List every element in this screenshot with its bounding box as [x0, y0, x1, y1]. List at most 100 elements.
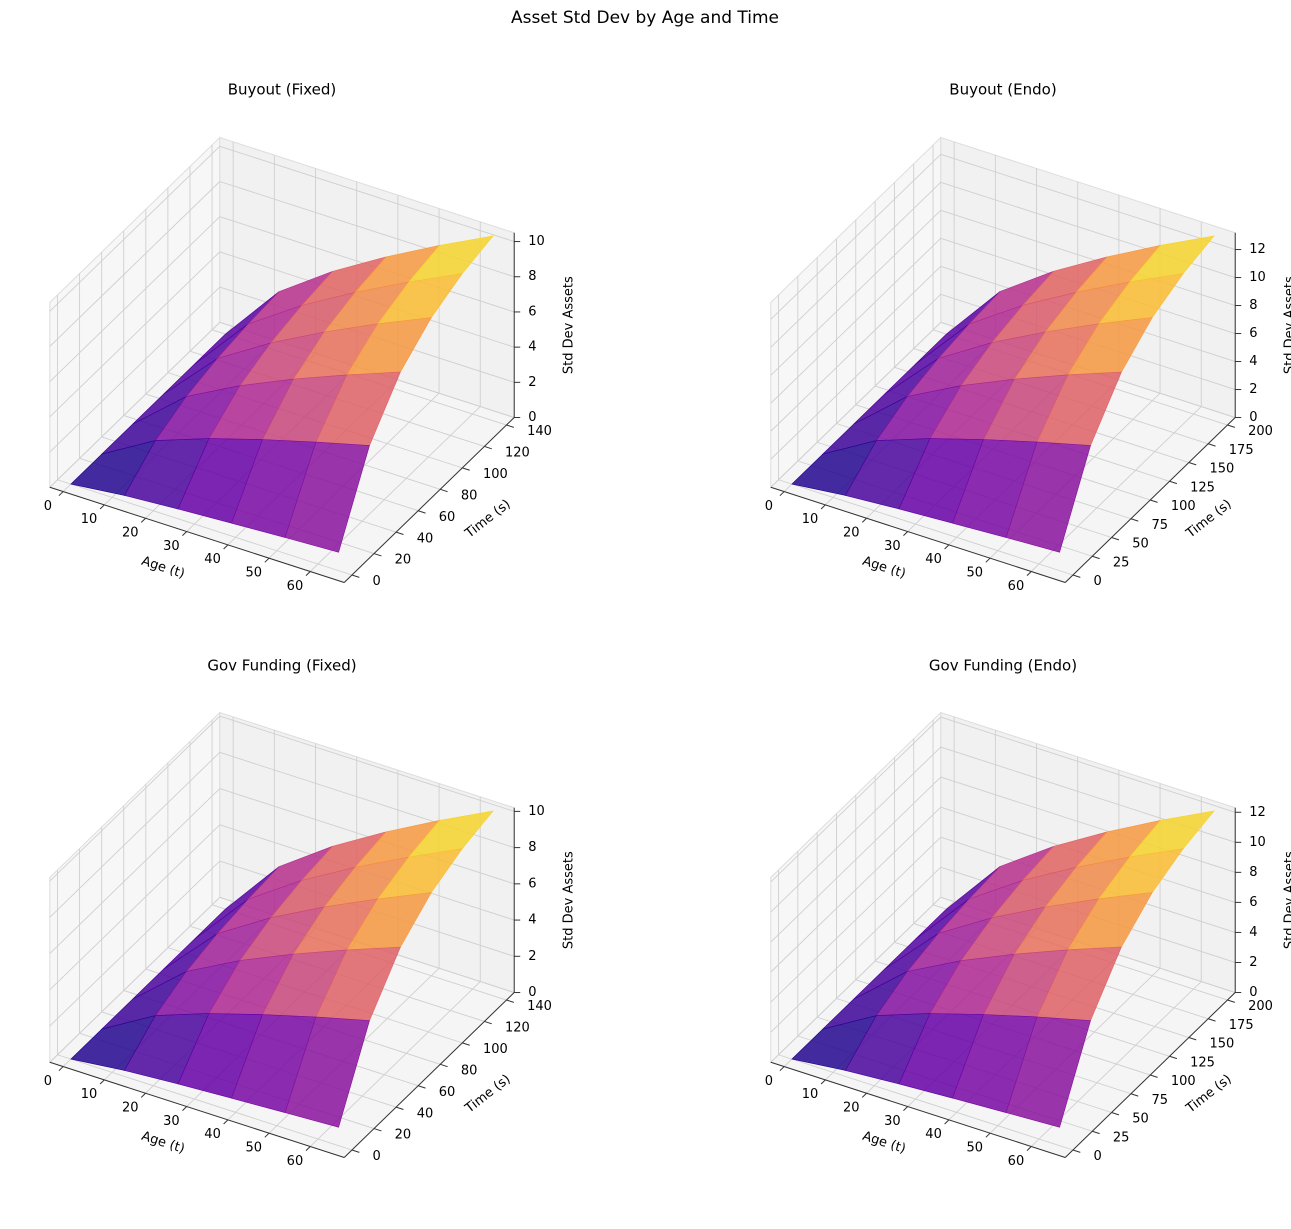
- grid-line: [940, 776, 1236, 873]
- grid-line: [778, 479, 1074, 576]
- grid-line: [49, 251, 221, 418]
- y-tick: [1150, 1074, 1158, 1078]
- y-tick: [506, 424, 515, 428]
- y-tick-label: 120: [505, 446, 530, 461]
- z-tick-label: 2: [528, 375, 536, 390]
- x-tick: [305, 1146, 311, 1151]
- x-tick-label: 40: [925, 1127, 942, 1142]
- y-tick: [1188, 1037, 1197, 1041]
- y-tick-label: 140: [527, 999, 552, 1014]
- x-tick-label: 0: [44, 1074, 52, 1089]
- y-tick: [351, 1149, 360, 1153]
- x-tick: [985, 1132, 991, 1138]
- y-axis-line: [343, 417, 515, 583]
- x-tick-label: 60: [1008, 1154, 1025, 1169]
- x-tick-label: 50: [966, 566, 983, 581]
- z-tick-label: 8: [528, 840, 536, 855]
- z-tick-label: 6: [528, 876, 536, 891]
- y-tick: [1150, 499, 1158, 503]
- x-tick: [182, 531, 188, 537]
- y-tick-label: 200: [1248, 424, 1273, 439]
- y-tick-label: 75: [1152, 1093, 1169, 1108]
- y-tick: [1092, 555, 1100, 560]
- x-tick: [861, 1092, 867, 1098]
- y-tick: [484, 1020, 492, 1025]
- y-tick: [1111, 537, 1120, 541]
- x-tick: [1026, 1146, 1032, 1151]
- x-tick: [140, 517, 146, 523]
- y-tick-label: 0: [1094, 574, 1102, 589]
- grid-line: [49, 145, 221, 312]
- z-tick-label: 0: [1249, 985, 1257, 1000]
- x-tick: [779, 1066, 785, 1072]
- y-tick: [351, 574, 360, 578]
- grid-line: [940, 153, 1236, 250]
- y-tick-label: 175: [1229, 1018, 1254, 1033]
- x-tick-label: 0: [765, 499, 773, 514]
- z-tick-label: 4: [1249, 925, 1257, 940]
- x-tick-label: 10: [802, 512, 819, 527]
- grid-line: [219, 715, 515, 812]
- grid-line: [940, 716, 1236, 813]
- y-tick: [1169, 480, 1178, 485]
- z-axis-label: Std Dev Assets: [1283, 851, 1291, 949]
- y-tick: [418, 1085, 426, 1089]
- x-tick-label: 30: [884, 1114, 901, 1129]
- z-tick-label: 12: [1249, 805, 1266, 820]
- x-tick-label: 40: [204, 1127, 221, 1142]
- z-tick-label: 2: [1249, 955, 1257, 970]
- z-tick-label: 4: [1249, 354, 1257, 369]
- x-tick-label: 0: [44, 499, 52, 514]
- y-tick-label: 120: [505, 1021, 530, 1036]
- x-tick: [779, 491, 785, 497]
- grid-line: [49, 788, 221, 954]
- y-tick: [1111, 1112, 1120, 1116]
- y-tick: [506, 999, 515, 1003]
- x-axis-line: [49, 1061, 345, 1158]
- grid-line: [770, 716, 942, 883]
- y-tick-label: 150: [1209, 462, 1234, 477]
- x-tick-label: 20: [122, 1101, 139, 1116]
- x-tick: [305, 571, 311, 576]
- x-tick-label: 60: [1008, 579, 1025, 594]
- x-tick-label: 20: [843, 526, 860, 541]
- x-tick: [903, 531, 909, 537]
- surface-patch: [284, 1016, 370, 1128]
- x-tick-label: 50: [245, 566, 262, 581]
- y-tick-label: 0: [373, 574, 381, 589]
- x-tick: [903, 1106, 909, 1112]
- y-tick-label: 80: [461, 488, 478, 503]
- grid-line: [49, 216, 221, 382]
- x-tick: [223, 544, 229, 550]
- grid-line: [770, 209, 942, 376]
- y-tick-label: 50: [1132, 537, 1149, 552]
- y-tick-label: 200: [1248, 999, 1273, 1014]
- z-tick-label: 8: [1249, 298, 1257, 313]
- y-tick: [1227, 424, 1236, 428]
- y-tick: [484, 445, 492, 450]
- subplot-title: Buyout (Endo): [949, 81, 1056, 99]
- grid-line: [57, 479, 353, 576]
- x-tick: [944, 544, 950, 550]
- figure-title: Asset Std Dev by Age and Time: [511, 8, 779, 28]
- x-tick-label: 20: [843, 1101, 860, 1116]
- y-tick: [1072, 1149, 1081, 1153]
- y-tick: [1227, 999, 1236, 1003]
- y-tick: [1169, 1055, 1178, 1060]
- x-tick: [861, 517, 867, 523]
- surface-patch: [1005, 441, 1091, 553]
- y-tick-label: 100: [1171, 499, 1196, 514]
- grid-line: [49, 824, 221, 991]
- x-tick-label: 10: [81, 512, 98, 527]
- z-tick-label: 2: [528, 949, 536, 964]
- z-tick-label: 8: [1249, 865, 1257, 880]
- y-tick-label: 60: [439, 1085, 456, 1100]
- subplot-title: Gov Funding (Fixed): [207, 657, 356, 675]
- y-tick-label: 125: [1190, 480, 1215, 495]
- grid-line: [770, 866, 942, 1033]
- y-tick: [395, 531, 404, 536]
